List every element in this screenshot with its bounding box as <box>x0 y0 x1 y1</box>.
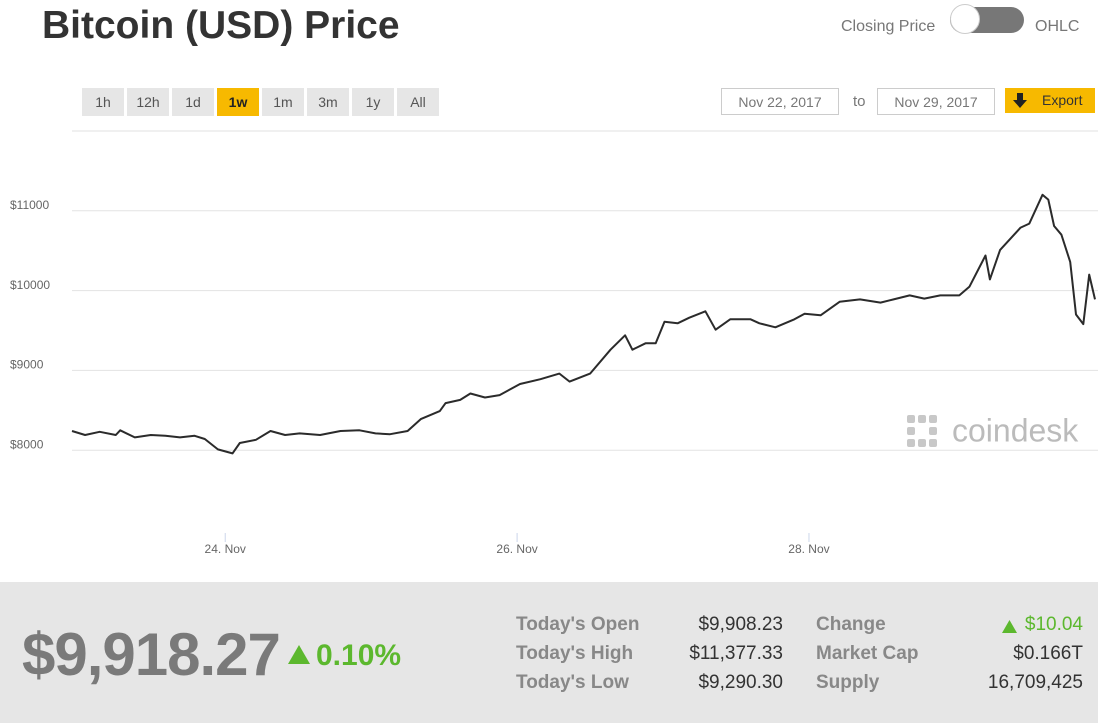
y-tick-label: $10000 <box>10 278 50 292</box>
y-tick-label: $11000 <box>10 198 49 212</box>
watermark-logo <box>907 415 937 447</box>
change-percent: 0.10% <box>316 639 402 672</box>
toggle-knob[interactable] <box>950 4 980 34</box>
date-to[interactable]: Nov 29, 2017 <box>877 88 995 115</box>
stat-label: Change <box>816 614 886 635</box>
current-price: $9,918.27 <box>22 621 281 688</box>
stat-value: $10.04 <box>1024 614 1083 635</box>
chart: coindesk $8000 $9000 $10000 $11000 24. Nov 26… <box>10 130 1098 556</box>
up-arrow <box>288 645 310 664</box>
stat-value: $9,290.30 <box>698 672 783 693</box>
range-button[interactable]: 1m <box>262 88 304 116</box>
stat-value: $0.166T <box>1013 643 1083 664</box>
export-icon <box>1013 93 1027 108</box>
summary-panel <box>0 582 1098 723</box>
export-label: Export <box>1042 92 1083 108</box>
change-arrow <box>1002 620 1017 633</box>
y-tick-label: $9000 <box>10 358 44 372</box>
x-tick-label: 26. Nov <box>496 542 537 556</box>
stat-label: Supply <box>816 672 880 693</box>
price-line <box>71 193 1096 455</box>
date-from[interactable]: Nov 22, 2017 <box>721 88 839 115</box>
toggle-left-label: Closing Price <box>841 18 936 35</box>
toggle-right-label: OHLC <box>1035 18 1080 35</box>
export-button[interactable]: Export <box>1005 88 1095 113</box>
stat-value: $9,908.23 <box>698 614 783 635</box>
x-tick-label: 28. Nov <box>788 542 829 556</box>
stat-value: $11,377.33 <box>689 643 783 664</box>
range-button[interactable]: 1d <box>172 88 214 116</box>
stat-label: Today's Open <box>516 614 640 635</box>
range-button[interactable]: 1y <box>352 88 394 116</box>
title: Bitcoin (USD) Price <box>42 4 400 47</box>
range-button[interactable]: 12h <box>127 88 169 116</box>
stat-label: Today's Low <box>516 672 629 693</box>
y-tick-label: $8000 <box>10 437 44 451</box>
range-button[interactable]: 3m <box>307 88 349 116</box>
range-button[interactable]: 1w <box>217 88 259 116</box>
date-separator: to <box>853 93 866 110</box>
range-button[interactable]: 1h <box>82 88 124 116</box>
stat-label: Today's High <box>516 643 634 664</box>
x-tick-label: 24. Nov <box>205 542 246 556</box>
stat-value: 16,709,425 <box>987 672 1083 693</box>
range-button[interactable]: All <box>397 88 439 116</box>
stat-label: Market Cap <box>816 643 919 664</box>
watermark: coindesk <box>952 412 1079 448</box>
